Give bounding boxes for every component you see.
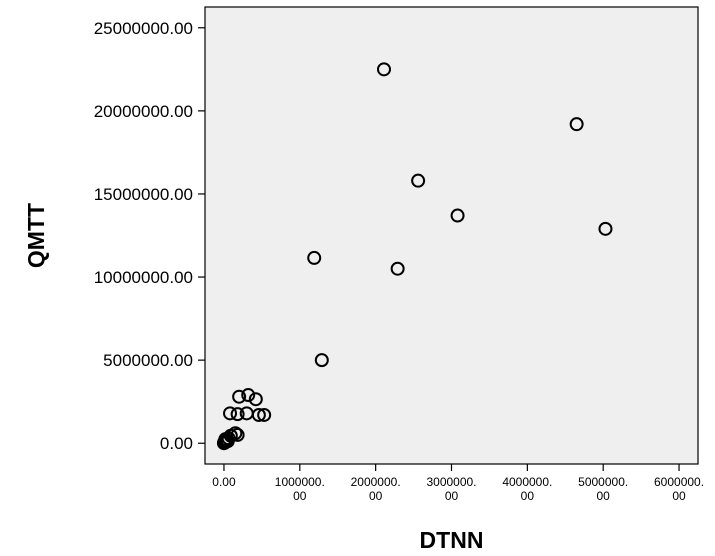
x-axis: 0.00 1000000. 00 2000000. 00 3000000. 00 400000… (212, 464, 704, 503)
data-point (223, 406, 238, 421)
data-point (241, 388, 256, 403)
y-tick-label: 5000000.00 (103, 351, 193, 370)
data-point (314, 353, 329, 368)
data-point (251, 407, 266, 422)
data-point (232, 389, 247, 404)
y-tick-label: 25000000.00 (94, 19, 193, 38)
data-point (230, 427, 245, 442)
data-point (411, 173, 426, 188)
x-tick-label: 2000000. 00 (351, 475, 401, 503)
x-tick-label: 5000000. 00 (578, 475, 628, 503)
data-point (230, 407, 245, 422)
x-tick-label: 0.00 (212, 475, 236, 489)
plot-area (204, 6, 699, 465)
y-tick-label: 10000000.00 (94, 268, 193, 287)
data-point (248, 392, 263, 407)
data-points (216, 62, 613, 451)
data-point (307, 250, 322, 265)
data-point (450, 208, 465, 223)
x-tick-label: 1000000. 00 (275, 475, 325, 503)
data-point (257, 407, 272, 422)
y-axis-title: QMTT (23, 203, 49, 268)
x-tick-label: 3000000. 00 (426, 475, 476, 503)
y-tick-label: 0.00 (160, 434, 193, 453)
y-tick-label: 15000000.00 (94, 185, 193, 204)
y-tick-label: 20000000.00 (94, 102, 193, 121)
data-point (216, 436, 231, 451)
x-axis-title: DTNN (420, 527, 484, 553)
y-axis: 0.00 5000000.00 10000000.00 15000000.00 2000… (94, 19, 205, 453)
data-point (598, 221, 613, 236)
data-point (569, 117, 584, 132)
x-tick-label: 6000000. 00 (654, 475, 704, 503)
data-point (376, 62, 391, 77)
x-tick-label: 4000000. 00 (502, 475, 552, 503)
data-point (390, 261, 405, 276)
